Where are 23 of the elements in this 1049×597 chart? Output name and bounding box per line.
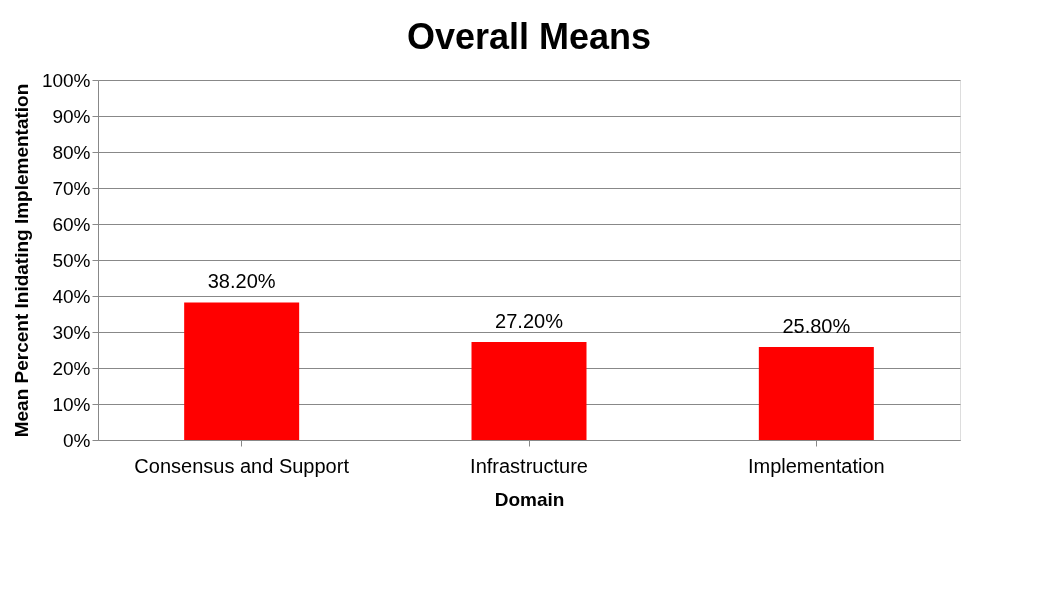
x-tick-label: Implementation [747, 454, 885, 477]
y-tick-label: 80% [52, 141, 91, 163]
x-axis-title: Domain [494, 488, 565, 510]
bar [471, 342, 587, 440]
y-tick-label: 70% [52, 177, 91, 199]
data-label: 25.80% [782, 315, 851, 338]
y-tick-label: 60% [52, 213, 91, 235]
bar [184, 302, 300, 440]
y-tick-label: 0% [63, 429, 91, 451]
y-tick-label: 100% [41, 69, 91, 91]
y-axis-title: Mean Percent Inidating Implementation [10, 83, 32, 438]
y-tick-label: 20% [52, 357, 91, 379]
y-tick-label: 10% [52, 393, 91, 415]
y-tick-label: 50% [52, 249, 91, 271]
bar [758, 347, 874, 440]
y-tick-label: 40% [52, 285, 91, 307]
x-tick-label: Consensus and Support [134, 454, 350, 477]
chart-title: Overall Means [406, 16, 652, 57]
y-tick-label: 30% [52, 321, 91, 343]
data-label: 27.20% [495, 310, 564, 333]
y-tick-label: 90% [52, 105, 91, 127]
x-tick-label: Infrastructure [470, 454, 588, 477]
data-label: 38.20% [207, 270, 276, 293]
